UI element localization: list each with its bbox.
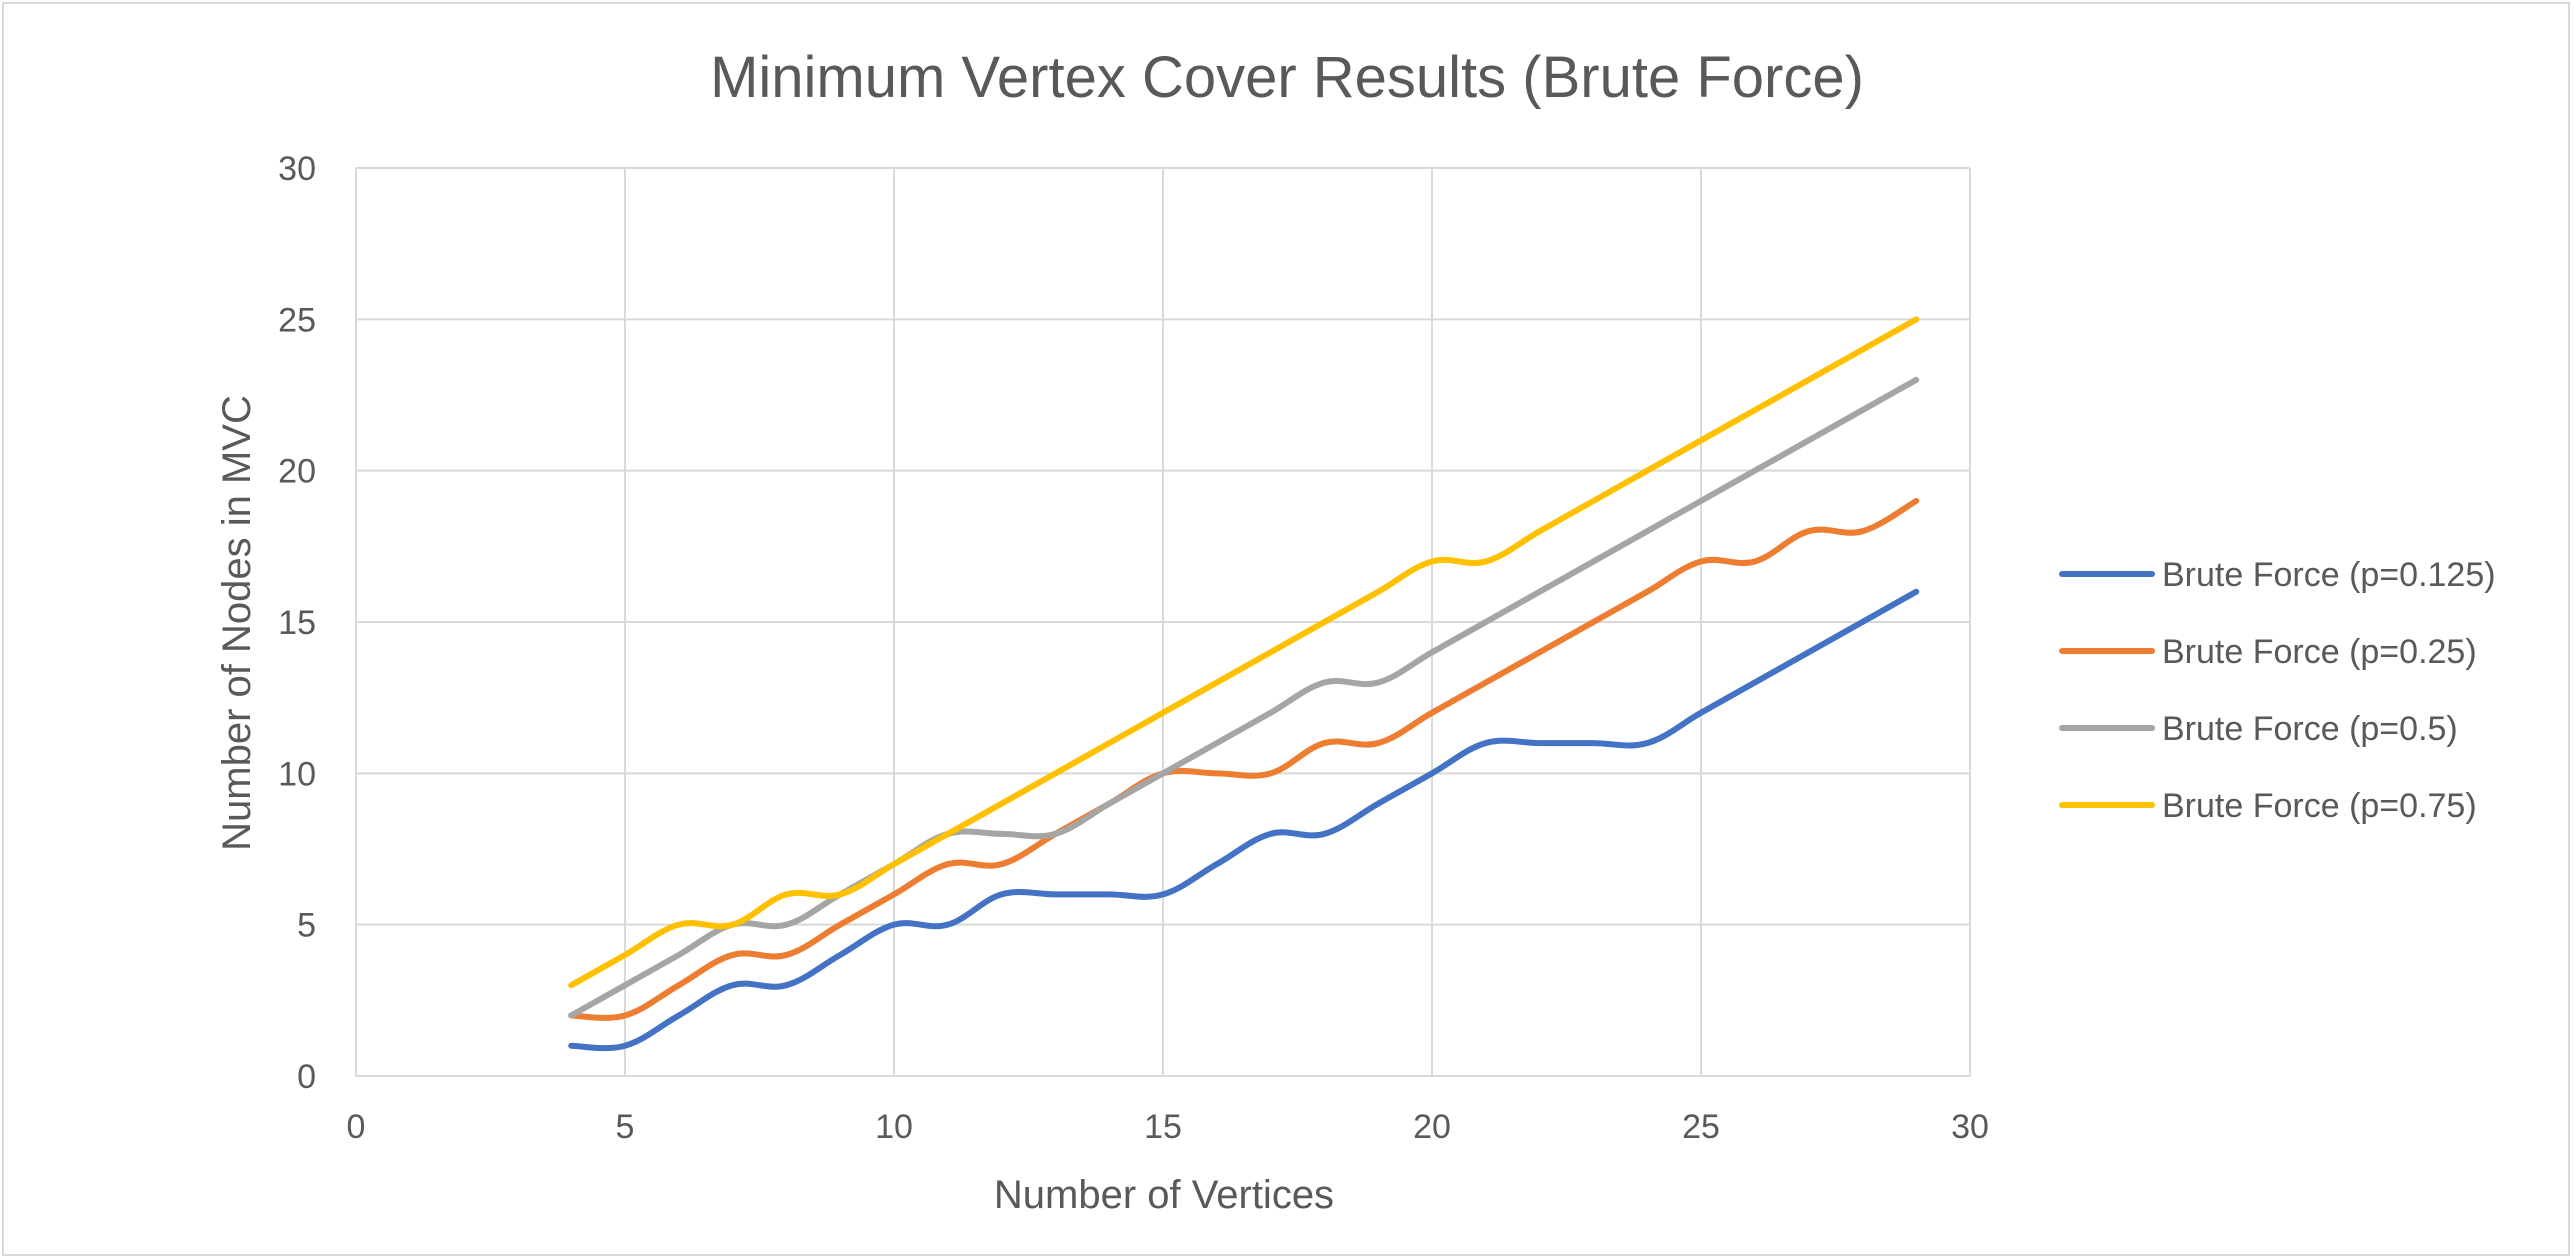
legend-label: Brute Force (p=0.25) [2162, 633, 2477, 671]
x-tick-label: 5 [616, 1108, 635, 1146]
x-tick-label: 0 [347, 1108, 366, 1146]
y-tick-label: 30 [278, 150, 316, 188]
x-tick-label: 10 [875, 1108, 913, 1146]
y-tick-label: 10 [278, 755, 316, 793]
x-tick-label: 15 [1144, 1108, 1182, 1146]
y-axis-label: Number of Nodes in MVC [215, 395, 259, 851]
chart-title: Minimum Vertex Cover Results (Brute Forc… [710, 45, 1864, 110]
legend-label: Brute Force (p=0.5) [2162, 710, 2458, 748]
legend: Brute Force (p=0.125) Brute Force (p=0.25… [2059, 556, 2496, 825]
legend-item: Brute Force (p=0.5) [2059, 710, 2458, 748]
y-tick-label: 0 [297, 1058, 316, 1096]
x-tick-label: 30 [1951, 1108, 1989, 1146]
legend-item: Brute Force (p=0.25) [2059, 633, 2477, 671]
series-lines [568, 316, 1920, 1052]
y-tick-label: 25 [278, 301, 316, 339]
x-tick-labels: 0 5 10 15 20 25 30 [347, 1108, 1989, 1146]
legend-item: Brute Force (p=0.125) [2059, 556, 2496, 594]
series-line-2 [568, 497, 1920, 1021]
legend-label: Brute Force (p=0.75) [2162, 787, 2477, 825]
series-line-3 [568, 376, 1920, 1019]
gridlines [355, 167, 1971, 1077]
x-tick-label: 25 [1682, 1108, 1720, 1146]
legend-item: Brute Force (p=0.75) [2059, 787, 2477, 825]
y-tick-label: 15 [278, 604, 316, 642]
y-tick-labels: 0 5 10 15 20 25 30 [278, 150, 316, 1096]
y-tick-label: 5 [297, 907, 316, 945]
series-line-4 [568, 316, 1920, 989]
x-axis-label: Number of Vertices [994, 1173, 1334, 1217]
x-tick-label: 20 [1413, 1108, 1451, 1146]
legend-label: Brute Force (p=0.125) [2162, 556, 2496, 594]
y-tick-label: 20 [278, 453, 316, 491]
series-line-1 [568, 588, 1920, 1052]
